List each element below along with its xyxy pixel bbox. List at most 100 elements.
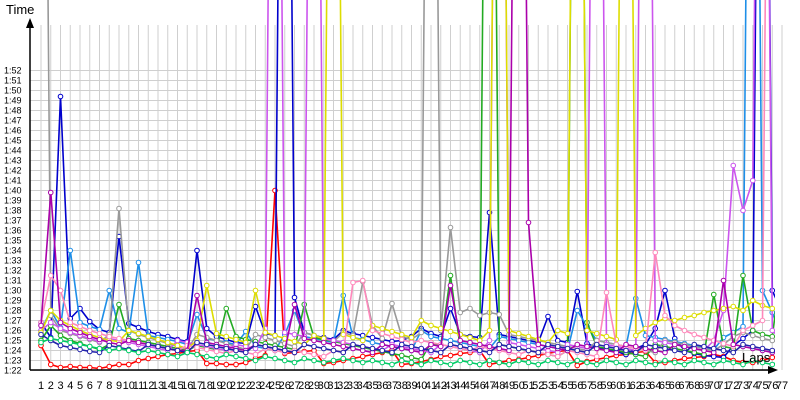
- x-tick-label: 69: [698, 380, 710, 392]
- data-point: [476, 361, 483, 368]
- data-point: [749, 322, 756, 329]
- x-tick-label: 41: [425, 380, 437, 392]
- data-point: [77, 323, 83, 330]
- y-tick-label: 1:23: [4, 356, 22, 366]
- x-tick-label: 35: [366, 380, 378, 392]
- x-tick-label: 3: [57, 380, 63, 392]
- x-tick-label: 33: [347, 380, 359, 392]
- data-point: [476, 312, 483, 319]
- data-point: [379, 341, 386, 348]
- data-point: [457, 343, 464, 350]
- data-point: [574, 288, 581, 295]
- y-tick-label: 1:22: [4, 366, 22, 376]
- data-point: [554, 353, 561, 360]
- data-point: [77, 346, 83, 353]
- data-point: [467, 334, 473, 341]
- data-point: [486, 349, 493, 356]
- x-tick-label: 34: [357, 380, 369, 392]
- data-point: [740, 335, 746, 342]
- data-point: [652, 319, 659, 326]
- data-point: [515, 351, 522, 358]
- data-point: [603, 343, 610, 350]
- data-point: [57, 332, 64, 339]
- data-point: [38, 322, 44, 329]
- data-point: [525, 219, 532, 226]
- data-point: [623, 361, 629, 368]
- data-point: [38, 339, 44, 346]
- data-point: [398, 341, 405, 348]
- data-point: [213, 355, 220, 362]
- data-point: [408, 359, 415, 366]
- data-point: [291, 294, 298, 301]
- data-point: [730, 341, 737, 348]
- data-point: [379, 325, 386, 332]
- x-tick-label: 46: [474, 380, 486, 392]
- data-point: [369, 334, 376, 341]
- data-point: [379, 347, 386, 354]
- data-point: [281, 347, 288, 354]
- data-point: [291, 359, 298, 366]
- data-point: [593, 330, 600, 337]
- data-point: [681, 314, 688, 321]
- data-point: [671, 347, 678, 354]
- data-point: [769, 361, 775, 368]
- x-tick-label: 50: [513, 380, 525, 392]
- data-point: [233, 336, 239, 343]
- data-point: [652, 249, 659, 256]
- data-point: [720, 277, 727, 284]
- data-point: [632, 343, 639, 350]
- data-point: [720, 347, 727, 354]
- data-point: [447, 305, 454, 312]
- data-point: [320, 359, 327, 366]
- data-point: [525, 354, 532, 361]
- data-point: [47, 335, 54, 342]
- data-point: [613, 359, 620, 366]
- data-point: [710, 307, 717, 314]
- y-tick-label: 1:27: [4, 316, 22, 326]
- x-tick-label: 63: [639, 380, 651, 392]
- data-point: [125, 361, 132, 368]
- data-point: [701, 359, 707, 366]
- y-tick-label: 1:33: [4, 256, 22, 266]
- data-point: [720, 305, 727, 312]
- series-lines: [38, 0, 775, 370]
- data-point: [662, 287, 668, 294]
- data-point: [408, 343, 415, 350]
- data-point: [652, 343, 659, 350]
- data-point: [632, 332, 639, 339]
- x-tick-label: 66: [669, 380, 681, 392]
- data-point: [359, 343, 366, 350]
- x-tick-label: 31: [327, 380, 339, 392]
- data-point: [740, 361, 746, 368]
- data-point: [262, 353, 269, 360]
- y-tick-label: 1:49: [4, 96, 22, 106]
- data-point: [320, 353, 327, 360]
- data-point: [428, 357, 434, 364]
- x-tick-label: 47: [483, 380, 495, 392]
- x-tick-label: 60: [610, 380, 622, 392]
- data-point: [447, 352, 454, 359]
- data-point: [389, 333, 395, 340]
- x-tick-label: 59: [600, 380, 612, 392]
- data-point: [203, 282, 210, 289]
- data-point: [301, 335, 308, 342]
- data-point: [593, 353, 600, 360]
- data-point: [525, 359, 532, 366]
- data-point: [213, 348, 220, 355]
- data-point: [281, 329, 288, 336]
- x-tick-label: 28: [298, 380, 310, 392]
- data-point: [574, 362, 581, 369]
- data-point: [116, 345, 122, 352]
- data-point: [389, 300, 395, 307]
- data-point: [632, 357, 639, 364]
- x-tick-label: 17: [191, 380, 203, 392]
- data-point: [486, 327, 493, 334]
- data-point: [691, 357, 698, 364]
- data-point: [57, 325, 64, 332]
- data-point: [67, 339, 74, 346]
- data-point: [252, 287, 259, 294]
- x-tick-label: 24: [259, 380, 271, 392]
- data-point: [116, 335, 122, 342]
- x-tick-label: 30: [318, 380, 330, 392]
- data-point: [96, 330, 103, 337]
